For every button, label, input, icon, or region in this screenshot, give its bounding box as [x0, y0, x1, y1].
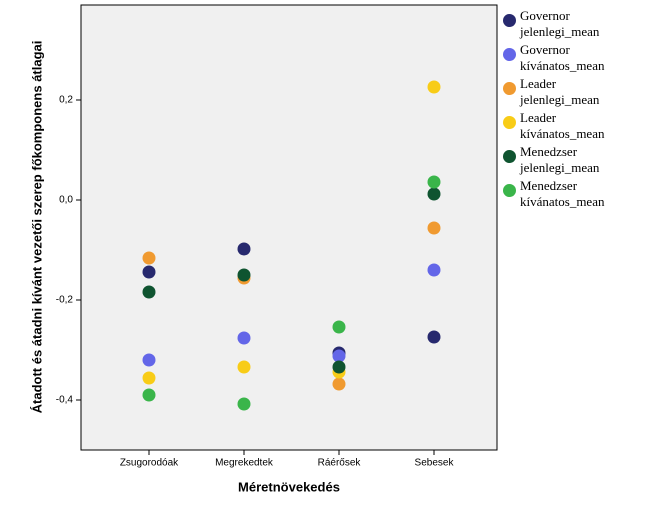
legend-label: Governor jelenlegi_mean	[520, 8, 600, 39]
point	[237, 268, 251, 282]
point	[427, 330, 441, 344]
legend-swatch	[503, 150, 516, 163]
x-axis-title: Méretnövekedés	[238, 479, 340, 494]
point	[427, 221, 441, 235]
point	[332, 349, 346, 363]
legend-label: Leader jelenlegi_mean	[520, 76, 600, 107]
legend-item: Governor jelenlegi_mean	[503, 8, 633, 42]
legend-label: Menedzser jelenlegi_mean	[520, 144, 600, 175]
point	[427, 263, 441, 277]
point	[427, 187, 441, 201]
point	[332, 360, 346, 374]
point	[142, 285, 156, 299]
legend-item: Governor kívánatos_mean	[503, 42, 633, 76]
legend-swatch	[503, 184, 516, 197]
x-tick-label: Megrekedtek	[215, 458, 274, 469]
point	[237, 360, 251, 374]
point	[142, 353, 156, 367]
legend-swatch	[503, 82, 516, 95]
point	[427, 175, 441, 189]
point	[142, 388, 156, 402]
y-tick-label: 0,2	[59, 95, 73, 106]
legend-label: Governor kívánatos_mean	[520, 42, 605, 73]
point	[142, 265, 156, 279]
legend-swatch	[503, 48, 516, 61]
y-tick-label: -0,2	[56, 295, 74, 306]
x-tick-label: Ráérősek	[318, 458, 362, 469]
point	[332, 320, 346, 334]
legend-label: Leader kívánatos_mean	[520, 110, 605, 141]
point	[332, 377, 346, 391]
y-tick-label: -0,4	[56, 395, 74, 406]
y-axis-title: Átadott és átadni kívánt vezetői szerep …	[29, 41, 44, 414]
legend-item: Menedzser jelenlegi_mean	[503, 144, 633, 178]
legend: Governor jelenlegi_mean Governor kívánato…	[503, 8, 633, 212]
point	[237, 331, 251, 345]
legend-item: Menedzser kívánatos_mean	[503, 178, 633, 212]
y-tick-label: 0,0	[59, 195, 73, 206]
point	[142, 371, 156, 385]
x-tick-label: Zsugorodóak	[120, 458, 179, 469]
legend-swatch	[503, 14, 516, 27]
point	[142, 251, 156, 265]
legend-label: Menedzser kívánatos_mean	[520, 178, 605, 209]
point	[427, 80, 441, 94]
x-tick-label: Sebesek	[415, 458, 455, 469]
point	[237, 397, 251, 411]
legend-item: Leader jelenlegi_mean	[503, 76, 633, 110]
point	[237, 242, 251, 256]
legend-swatch	[503, 116, 516, 129]
legend-item: Leader kívánatos_mean	[503, 110, 633, 144]
